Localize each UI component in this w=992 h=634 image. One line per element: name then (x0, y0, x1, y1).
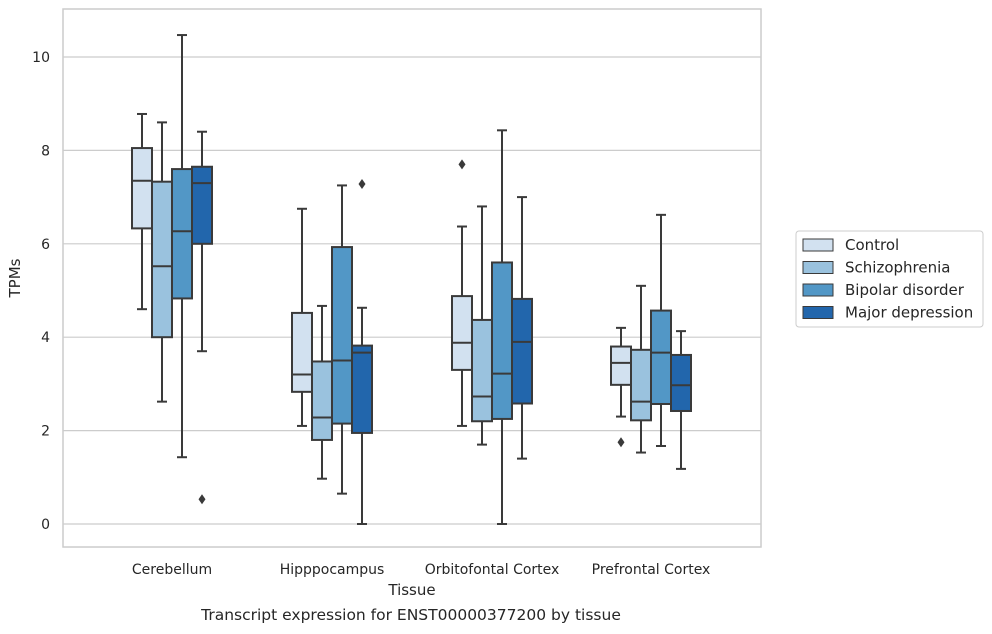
y-tick-label: 10 (32, 50, 50, 66)
box-control (610, 326, 632, 448)
iqr-box (171, 168, 193, 300)
box-schizophrenia (471, 205, 493, 446)
iqr-box (670, 353, 692, 412)
iqr-box (610, 345, 632, 386)
box-major-depression (511, 196, 533, 460)
box-schizophrenia (630, 284, 652, 454)
legend-frame (795, 230, 984, 328)
y-tick-label: 2 (41, 424, 50, 440)
legend-label: Schizophrenia (845, 259, 950, 277)
box-major-depression (351, 179, 373, 525)
x-tick-labels: Cerebellum Hipppocampus Orbitofontal Corte… (132, 562, 710, 578)
x-tick-label: Cerebellum (132, 562, 212, 578)
iqr-box (291, 311, 313, 393)
iqr-box (151, 180, 173, 339)
iqr-box (191, 165, 213, 245)
outlier-point (617, 437, 625, 448)
box-schizophrenia (311, 304, 333, 480)
box-control (291, 207, 313, 427)
legend-swatch (802, 238, 834, 252)
iqr-box (311, 360, 333, 441)
x-tick-label: Orbitofontal Cortex (425, 562, 560, 578)
outlier-point (458, 159, 466, 170)
iqr-box (650, 309, 672, 405)
y-tick-label: 4 (41, 330, 50, 346)
y-tick-labels: 0 2 4 6 8 10 (32, 50, 50, 533)
legend-swatch (802, 261, 834, 274)
box-schizophrenia (151, 121, 173, 403)
iqr-box (131, 147, 153, 230)
legend: Control Schizophrenia Bipolar disorder Majo… (795, 230, 984, 328)
box-bipolar-disorder (650, 213, 672, 448)
box-control (451, 159, 473, 427)
iqr-box (471, 318, 493, 423)
x-axis-title: Tissue (387, 581, 435, 599)
iqr-box (630, 348, 652, 422)
boxes (131, 34, 692, 525)
y-tick-label: 6 (41, 237, 50, 253)
box-control (131, 112, 153, 311)
y-tick-label: 8 (41, 143, 50, 159)
box-major-depression (670, 330, 692, 470)
iqr-box (331, 246, 353, 425)
plot-frame (62, 8, 762, 548)
y-tick-label: 0 (41, 517, 50, 533)
legend-swatch (802, 283, 834, 297)
iqr-box (491, 261, 513, 420)
outlier-point (198, 494, 206, 505)
legend-label: Major depression (845, 304, 973, 322)
iqr-box (351, 344, 373, 434)
outlier-point (358, 179, 366, 190)
x-tick-label: Prefrontal Cortex (592, 562, 711, 578)
iqr-box (451, 295, 473, 371)
legend-swatch (802, 306, 834, 319)
box-bipolar-disorder (491, 129, 513, 525)
x-tick-label: Hipppocampus (280, 562, 385, 578)
y-axis-title: TPMs (6, 258, 24, 298)
box-bipolar-disorder (331, 184, 353, 495)
iqr-box (511, 297, 533, 405)
legend-label: Control (845, 236, 899, 254)
legend-label: Bipolar disorder (845, 281, 965, 299)
box-bipolar-disorder (171, 34, 193, 459)
box-major-depression (191, 130, 213, 505)
chart-caption: Transcript expression for ENST0000037720… (201, 606, 621, 624)
